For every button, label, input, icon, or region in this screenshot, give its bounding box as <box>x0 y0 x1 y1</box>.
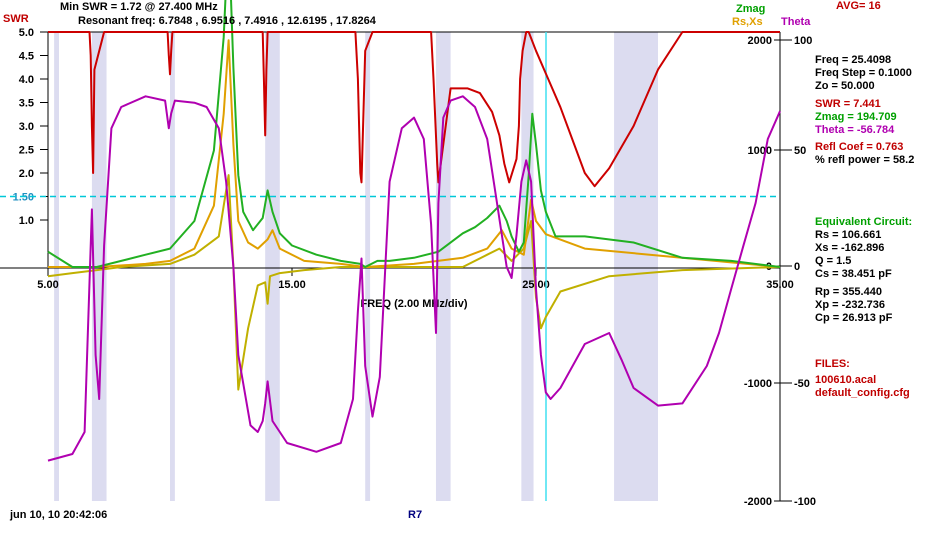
refl-coef-readout: Refl Coef = 0.763 <box>815 141 904 153</box>
theta-tick-label: 100 <box>794 35 812 47</box>
swr-tick-label: 2.5 <box>19 145 34 157</box>
zmag-tick-label: -2000 <box>744 496 772 508</box>
zmag-tick-label: -1000 <box>744 378 772 390</box>
xp-readout: Xp = -232.736 <box>815 299 886 311</box>
file-name: default_config.cfg <box>815 387 910 399</box>
refl-power-readout: % refl power = 58.2 <box>815 154 915 166</box>
resonant-frequencies: Resonant freq: 6.7848 , 6.9516 , 7.4916 … <box>78 15 376 27</box>
swr-series-line <box>48 31 780 188</box>
rs-readout: Rs = 106.661 <box>815 229 882 241</box>
shaded-band <box>265 32 280 501</box>
zo-readout: Zo = 50.000 <box>815 80 875 92</box>
shaded-band <box>614 32 658 501</box>
r7-label: R7 <box>408 509 423 521</box>
swr-tick-label: 5.0 <box>19 27 34 39</box>
chart-series <box>47 0 781 462</box>
files-title: FILES: <box>815 358 850 370</box>
theta-axis-label: Theta <box>781 16 811 28</box>
zmag-readout: Zmag = 194.709 <box>815 111 897 123</box>
q-readout: Q = 1.5 <box>815 255 852 267</box>
swr-tick-label: 1.0 <box>19 215 34 227</box>
swr-tick-label: 4.5 <box>19 51 34 63</box>
theta-readout: Theta = -56.784 <box>815 124 895 136</box>
min-swr-readout: Min SWR = 1.72 @ 27.400 MHz <box>60 1 218 13</box>
x-tick-label: 15.00 <box>278 279 306 291</box>
xs-series-line <box>47 174 781 391</box>
swr-tick-label: 1.50 <box>13 192 34 204</box>
swr-axis-label: SWR <box>3 13 29 25</box>
theta-series-line <box>47 95 781 462</box>
swr-tick-label: 4.0 <box>19 74 34 86</box>
x-tick-label: 5.00 <box>37 279 58 291</box>
file-name: 100610.acal <box>815 374 877 386</box>
timestamp: jun 10, 10 20:42:06 <box>10 509 108 521</box>
theta-tick-label: -100 <box>794 496 816 508</box>
shaded-band <box>170 32 175 501</box>
zmag-axis-label: Zmag <box>736 3 766 15</box>
cs-readout: Cs = 38.451 pF <box>815 268 892 280</box>
freq-step-readout: Freq Step = 0.1000 <box>815 67 912 79</box>
equivalent-circuit-title: Equivalent Circuit: <box>815 216 913 228</box>
rsxs-axis-label: Rs,Xs <box>732 16 763 28</box>
x-tick-label: 35.00 <box>766 279 794 291</box>
cp-readout: Cp = 26.913 pF <box>815 312 893 324</box>
freq-readout: Freq = 25.4098 <box>815 54 892 66</box>
swr-tick-label: 3.0 <box>19 121 34 133</box>
swr-tick-label: 3.5 <box>19 98 34 110</box>
shaded-band <box>521 32 534 501</box>
rs-series-line <box>48 39 781 268</box>
zmag-tick-label: 1000 <box>748 145 772 157</box>
rp-readout: Rp = 355.440 <box>815 286 882 298</box>
swr-readout: SWR = 7.441 <box>815 98 881 110</box>
x-axis-label: FREQ (2.00 MHz/div) <box>361 298 468 310</box>
zmag-tick-label: 2000 <box>748 35 772 47</box>
zmag-series-line <box>47 0 781 268</box>
theta-tick-label: -50 <box>794 378 810 390</box>
xs-readout: Xs = -162.896 <box>815 242 885 254</box>
avg-readout: AVG= 16 <box>836 0 881 12</box>
swr-tick-label: 2.0 <box>19 168 34 180</box>
theta-tick-label: 0 <box>794 261 800 273</box>
theta-tick-label: 50 <box>794 145 806 157</box>
